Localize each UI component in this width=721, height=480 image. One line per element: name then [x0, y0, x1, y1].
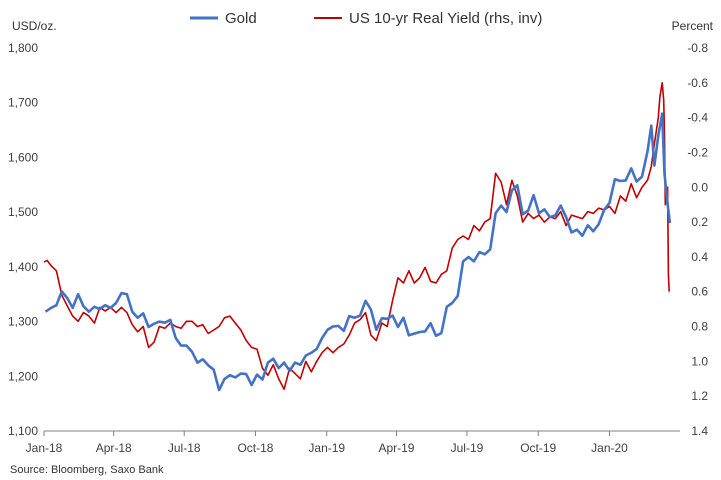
- x-tick-label: Jul-18: [168, 441, 201, 455]
- left-tick-label: 1,200: [8, 369, 38, 383]
- legend: Gold US 10-yr Real Yield (rhs, inv): [190, 10, 542, 27]
- x-axis: Jan-18 Apr-18 Jul-18 Oct-18 Jan-19 Apr-19 Jul-…: [26, 431, 628, 455]
- left-tick-label: 1,800: [8, 41, 38, 55]
- right-tick-label: -0.6: [687, 76, 708, 90]
- right-tick-label: 0.4: [691, 250, 708, 264]
- left-tick-label: 1,600: [8, 150, 38, 164]
- right-tick-label: 1.0: [691, 354, 708, 368]
- right-axis: -0.8 -0.6 -0.4 -0.2 0.0 0.2 0.4 0.6 0.8 1.0 1.2 1.4: [687, 41, 708, 438]
- right-tick-label: 0.8: [691, 320, 708, 334]
- series-line-gold: [44, 112, 672, 392]
- source-note: Source: Bloomberg, Saxo Bank: [10, 464, 164, 476]
- x-tick-label: Jan-20: [591, 441, 628, 455]
- right-tick-label: -0.4: [687, 111, 708, 125]
- x-tick-label: Apr-18: [96, 441, 132, 455]
- legend-label-real-yield: US 10-yr Real Yield (rhs, inv): [349, 10, 542, 27]
- x-tick-label: Jan-18: [26, 441, 63, 455]
- right-tick-label: -0.8: [687, 41, 708, 55]
- x-tick-label: Apr-19: [378, 441, 414, 455]
- x-tick-label: Jan-19: [308, 441, 345, 455]
- left-tick-label: 1,400: [8, 260, 38, 274]
- left-axis: 1,100 1,200 1,300 1,400 1,500 1,600 1,700 1,800: [8, 41, 38, 438]
- x-tick-label: Oct-18: [237, 441, 273, 455]
- right-tick-label: 1.4: [691, 424, 708, 438]
- right-tick-label: 0.0: [691, 180, 708, 194]
- left-tick-label: 1,500: [8, 205, 38, 219]
- left-tick-label: 1,300: [8, 315, 38, 329]
- x-tick-label: Jul-19: [451, 441, 484, 455]
- series-line-real-yield: [43, 82, 670, 391]
- left-axis-unit: USD/oz.: [12, 19, 57, 33]
- left-tick-label: 1,700: [8, 96, 38, 110]
- right-axis-unit: Percent: [672, 19, 714, 33]
- right-tick-label: 0.6: [691, 285, 708, 299]
- right-tick-label: -0.2: [687, 145, 708, 159]
- right-tick-label: 1.2: [691, 389, 708, 403]
- plot-area: [43, 82, 672, 392]
- right-tick-label: 0.2: [691, 215, 708, 229]
- left-tick-label: 1,100: [8, 424, 38, 438]
- legend-label-gold: Gold: [225, 10, 257, 27]
- x-tick-label: Oct-19: [520, 441, 556, 455]
